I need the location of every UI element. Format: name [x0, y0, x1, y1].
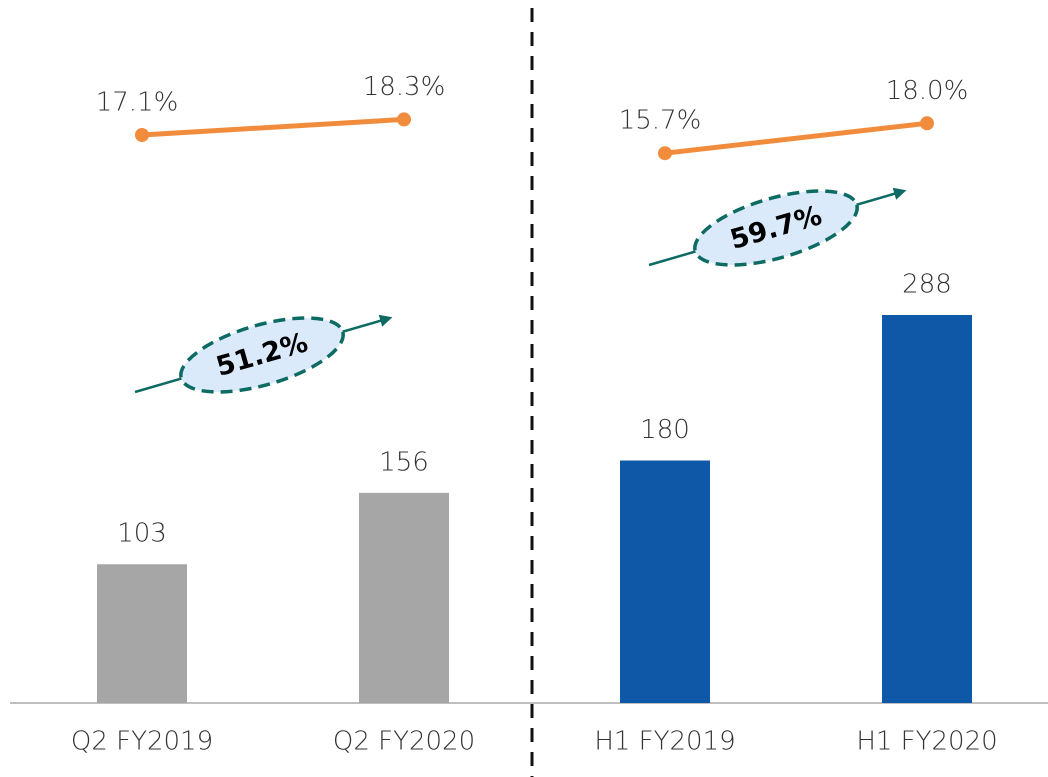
x-tick-label: H1 FY2020 [856, 727, 997, 757]
annotation: 51.2% [179, 316, 345, 394]
annotation-bubble [179, 316, 345, 394]
bar [882, 315, 972, 703]
bar [359, 492, 449, 703]
x-tick-label: H1 FY2019 [594, 727, 735, 757]
line [141, 116, 405, 138]
value-label: 103 [117, 519, 167, 549]
value-label: 156 [379, 447, 429, 477]
line-point [920, 116, 934, 131]
line [664, 120, 928, 156]
annotation: 59.7% [693, 189, 859, 267]
line-point [658, 146, 672, 161]
bar [620, 460, 710, 703]
x-tick-label: Q2 FY2019 [71, 727, 213, 757]
x-tick-label: Q2 FY2020 [333, 727, 475, 757]
value-label: 288 [902, 270, 952, 300]
bar [97, 564, 187, 703]
line-point [397, 112, 411, 127]
value-label: 180 [640, 415, 690, 445]
line-value-label: 15.7% [619, 106, 702, 136]
line-value-label: 17.1% [96, 88, 179, 118]
annotation-bubble [693, 189, 859, 267]
line-value-label: 18.3% [363, 72, 446, 102]
line-value-label: 18.0% [886, 76, 969, 106]
line-point [135, 128, 149, 142]
